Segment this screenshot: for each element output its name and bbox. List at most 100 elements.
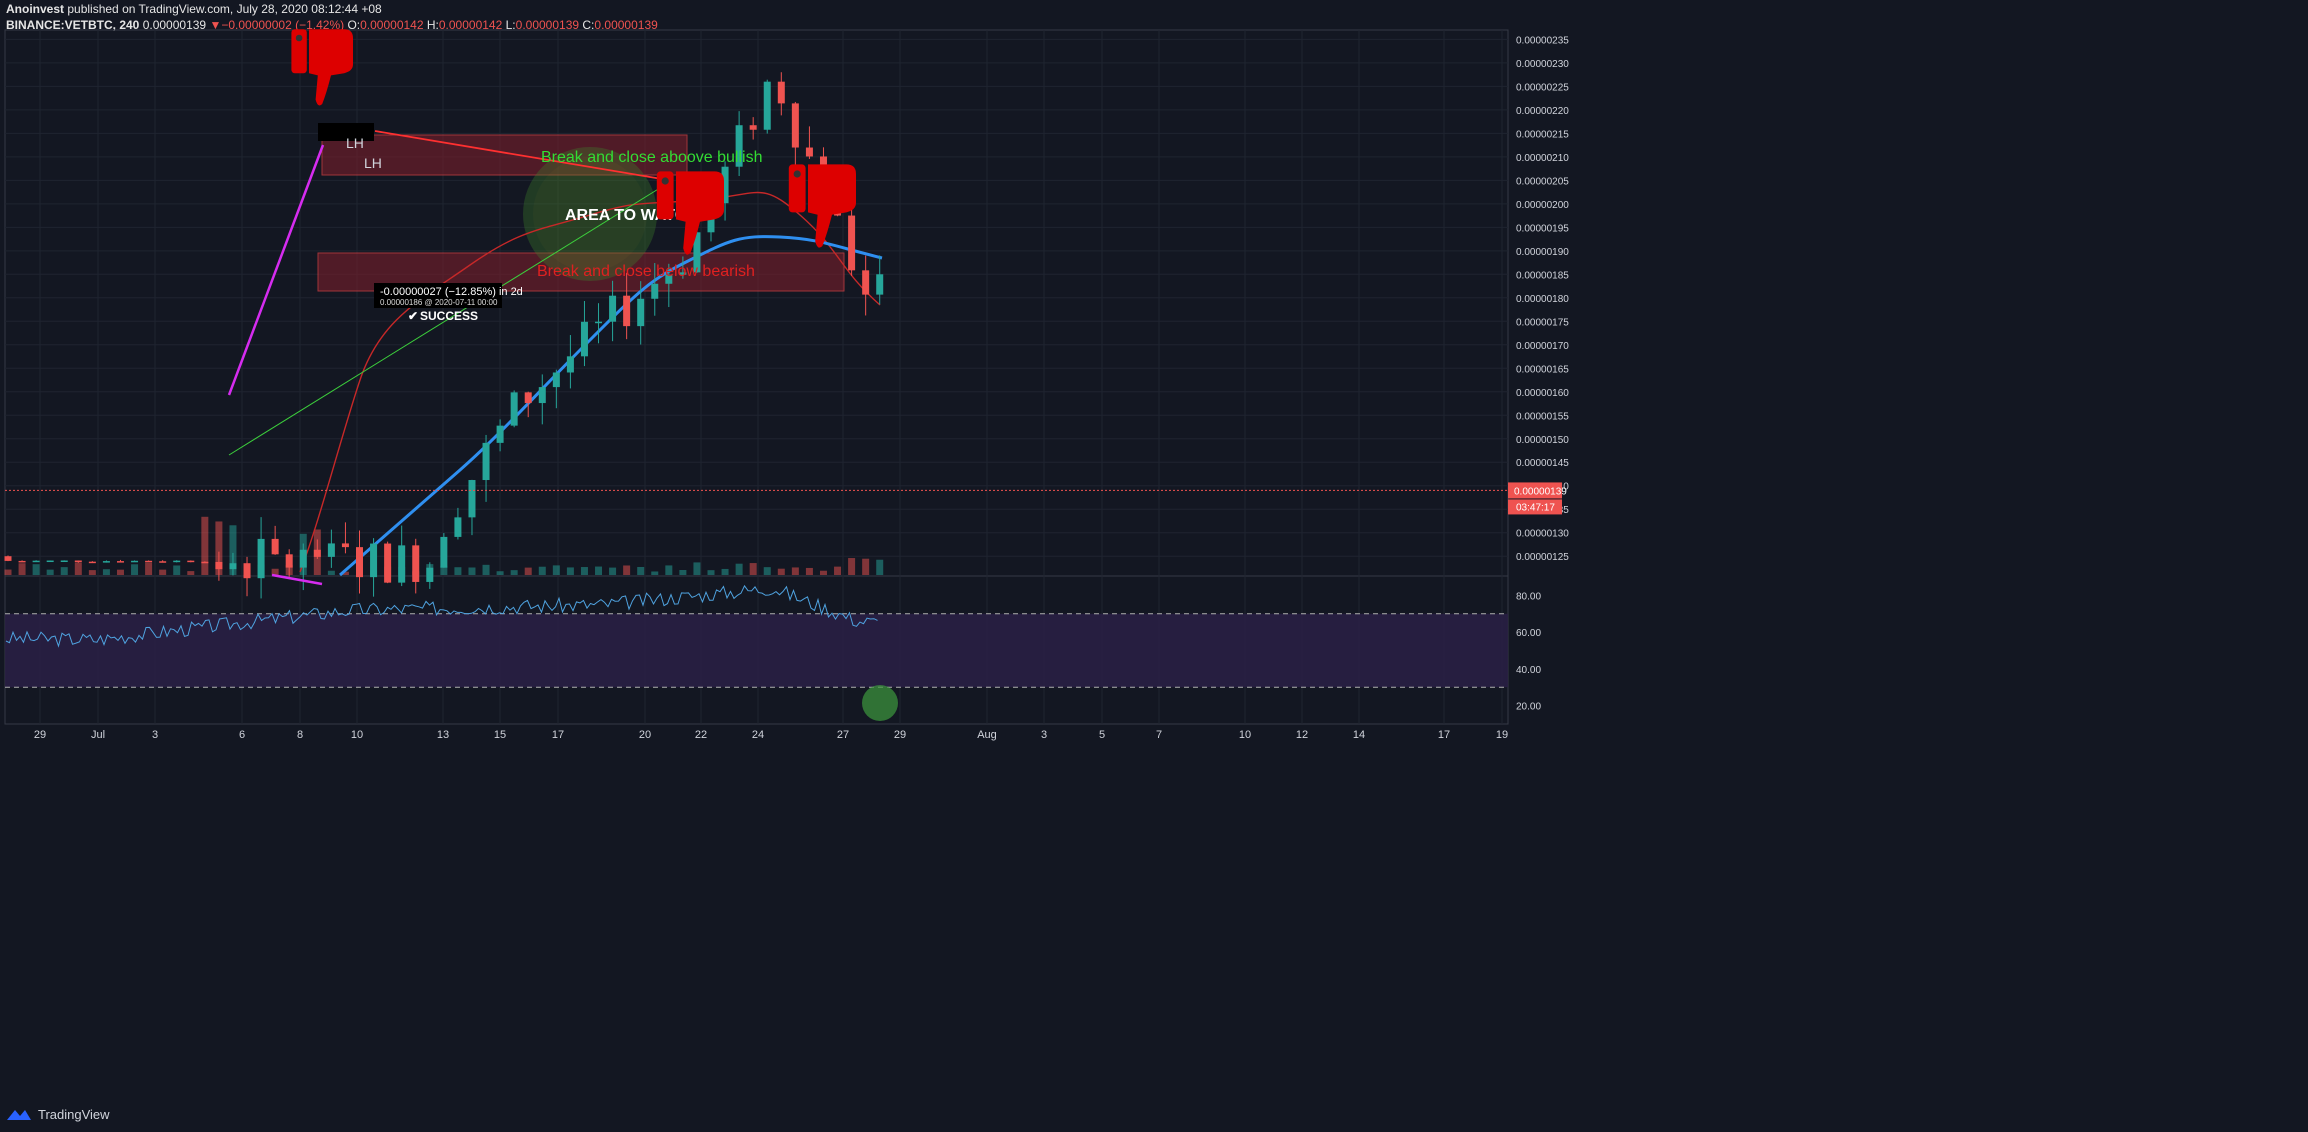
low-value: 0.00000139 <box>515 18 580 32</box>
volume-bar <box>791 567 799 575</box>
volume-bar <box>665 565 673 575</box>
price-tick-label: 0.00000225 <box>1516 82 1569 93</box>
candle-body <box>426 567 434 582</box>
candle-body <box>74 560 82 563</box>
rsi-band <box>5 613 1508 688</box>
candle-body <box>271 538 279 555</box>
candle-body <box>580 321 588 357</box>
candle-body <box>566 356 574 373</box>
candle-body <box>313 549 321 557</box>
volume-bar <box>32 564 40 575</box>
volume-bar <box>440 565 448 575</box>
candle-body <box>538 387 546 404</box>
candle-body <box>763 81 771 130</box>
price-tick-label: 0.00000205 <box>1516 176 1569 187</box>
volume-bar <box>749 563 757 575</box>
date-tick-label: 10 <box>351 729 363 741</box>
volume-bar <box>538 566 546 575</box>
trendline-green <box>228 182 669 456</box>
volume-bar <box>4 569 12 575</box>
candle-body <box>215 561 223 570</box>
volume-bar <box>524 567 532 575</box>
volume-bar <box>131 564 139 575</box>
symbol-name: BINANCE:VETBTC, 240 <box>6 18 140 32</box>
volume-bar <box>623 565 631 575</box>
price-tick-label: 0.00000190 <box>1516 247 1569 258</box>
resistance-zone <box>321 134 688 176</box>
brand-label: TradingView <box>38 1106 110 1122</box>
price-tick-label: 0.00000155 <box>1516 411 1569 422</box>
date-tick-label: Jul <box>91 729 105 741</box>
countdown-badge <box>1508 499 1562 515</box>
break-above-text: Break and close aboove bullish <box>541 149 762 166</box>
candle-body <box>4 556 12 561</box>
tradingview-logo-icon <box>7 1110 31 1120</box>
candle-body <box>341 543 349 548</box>
candle-body <box>398 545 406 583</box>
candle-body <box>299 549 307 568</box>
candle-body <box>693 232 701 273</box>
footer-brand[interactable]: TradingView <box>6 1104 110 1124</box>
candle-body <box>173 560 181 563</box>
price-tick-label: 0.00000170 <box>1516 341 1569 352</box>
symbol-legend: BINANCE:VETBTC, 240 0.00000139 ▼−0.00000… <box>6 18 658 32</box>
date-tick-label: 20 <box>639 729 651 741</box>
volume-bar <box>271 568 279 575</box>
measure-sub: 0.00000186 @ 2020-07-11 00:00 <box>380 298 498 307</box>
volume-bar <box>102 569 110 575</box>
volume-bar <box>88 570 96 575</box>
thumbs-down-icon <box>656 171 724 255</box>
candle-body <box>145 560 153 563</box>
open-value: 0.00000142 <box>360 18 424 32</box>
date-tick-label: 3 <box>1041 729 1047 741</box>
chart-frame <box>4 29 1509 725</box>
volume-bar <box>116 569 124 575</box>
success-text: SUCCESS <box>420 309 478 323</box>
volume-bar <box>693 562 701 575</box>
current-price-badge <box>1508 482 1562 499</box>
candle-body <box>454 517 462 537</box>
candle-body <box>524 392 532 404</box>
volume-bar <box>341 571 349 575</box>
volume-bar <box>595 566 603 575</box>
date-tick-label: 29 <box>894 729 906 741</box>
volume-bar <box>327 570 335 575</box>
volume-bar <box>215 521 223 575</box>
volume-bar <box>229 525 237 575</box>
volume-bar <box>819 570 827 575</box>
published-text: published on TradingView.com, July 28, 2… <box>67 2 382 16</box>
candle-body <box>60 560 68 563</box>
candle-body <box>510 392 518 426</box>
volume-bar <box>651 571 659 575</box>
price-tick-label: 0.00000185 <box>1516 270 1569 281</box>
candle-body <box>679 272 687 275</box>
candle-body <box>623 295 631 327</box>
date-tick-label: 17 <box>552 729 564 741</box>
candle-body <box>257 538 265 579</box>
volume-bar <box>580 567 588 575</box>
candle-body <box>327 543 335 557</box>
volume-bar <box>468 567 476 575</box>
date-tick-label: 7 <box>1156 729 1162 741</box>
price-tick-label: 0.00000125 <box>1516 552 1569 563</box>
price-tick-label: 0.00000235 <box>1516 35 1569 46</box>
lh-label: LH <box>346 135 364 151</box>
price-change: −0.00000002 (−1.42%) <box>221 18 345 32</box>
price-tick-label: 0.00000145 <box>1516 458 1569 469</box>
candle-body <box>116 561 124 563</box>
price-tick-label: 0.00000195 <box>1516 223 1569 234</box>
close-label: C: <box>582 18 595 32</box>
candle-body <box>735 125 743 167</box>
check-icon: ✔ <box>408 309 418 323</box>
candle-body <box>665 274 673 284</box>
price-tick-label: 0.00000215 <box>1516 129 1569 140</box>
candle-body <box>848 215 856 271</box>
candle-body <box>482 442 490 481</box>
candle-body <box>370 543 378 578</box>
candle-body <box>862 270 870 295</box>
rsi-tick-label: 40.00 <box>1516 665 1541 676</box>
price-tick-label: 0.00000180 <box>1516 294 1569 305</box>
volume-bar <box>679 569 687 575</box>
volume-bar <box>187 571 195 575</box>
